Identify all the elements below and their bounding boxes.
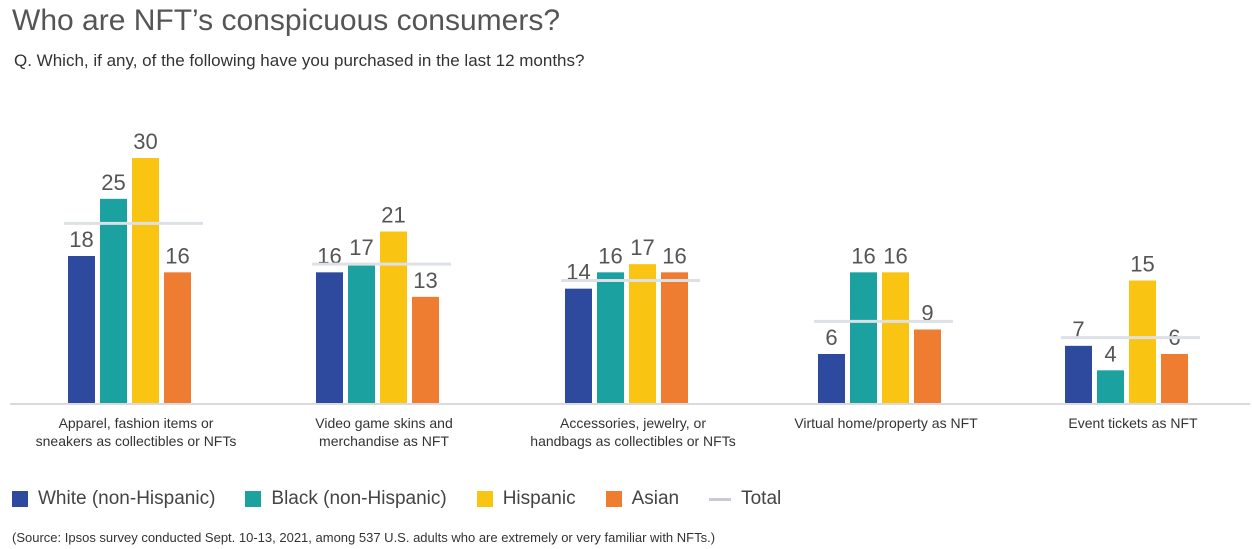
bar-2-1 xyxy=(380,231,407,403)
bar-1-0 xyxy=(100,198,127,403)
bar-1-2 xyxy=(597,272,624,403)
data-label: 4 xyxy=(1104,341,1116,366)
legend-label: Asian xyxy=(631,488,680,509)
legend-line xyxy=(709,497,732,501)
bar-0-0 xyxy=(68,256,95,403)
data-label: 9 xyxy=(921,301,933,326)
chart-subtitle: Q. Which, if any, of the following have … xyxy=(14,51,585,70)
data-label: 16 xyxy=(851,243,875,268)
data-label: 6 xyxy=(825,325,837,350)
data-label: 17 xyxy=(349,235,373,260)
category-label: Event tickets as NFT xyxy=(1068,415,1198,431)
bar-3-0 xyxy=(164,272,191,403)
category-label: merchandise as NFT xyxy=(319,433,449,449)
bar-0-4 xyxy=(1065,345,1092,403)
bar-0-2 xyxy=(565,288,592,403)
data-label: 21 xyxy=(381,203,405,228)
bar-3-1 xyxy=(412,296,439,403)
data-label: 17 xyxy=(630,235,654,260)
legend-swatch xyxy=(605,491,622,507)
legend-label: Black (non-Hispanic) xyxy=(271,488,447,509)
data-label: 30 xyxy=(133,129,157,154)
bar-1-4 xyxy=(1097,370,1124,403)
legend: White (non-Hispanic) Black (non-Hispanic… xyxy=(12,488,781,510)
chart-title: Who are NFT’s conspicuous consumers? xyxy=(12,4,560,37)
bar-2-4 xyxy=(1129,280,1156,403)
bar-3-3 xyxy=(914,329,941,403)
bar-2-0 xyxy=(132,158,159,403)
category-label: Apparel, fashion items or xyxy=(59,415,214,431)
data-label: 16 xyxy=(883,243,907,268)
data-label: 16 xyxy=(662,243,686,268)
bar-2-3 xyxy=(882,272,909,403)
legend-label: Total xyxy=(741,488,782,509)
bar-1-1 xyxy=(348,264,375,403)
category-label: Accessories, jewelry, or xyxy=(560,415,706,431)
data-label: 25 xyxy=(101,170,125,195)
legend-swatch xyxy=(476,491,493,507)
data-label: 18 xyxy=(69,227,93,252)
legend-label: White (non-Hispanic) xyxy=(38,488,216,509)
legend-item-asian: Asian xyxy=(605,488,680,510)
category-label: sneakers as collectibles or NFTs xyxy=(36,433,237,449)
data-label: 15 xyxy=(1130,252,1154,277)
bar-0-1 xyxy=(316,272,343,403)
bar-2-2 xyxy=(629,264,656,403)
category-label: Video game skins and xyxy=(315,415,453,431)
data-label: 7 xyxy=(1072,317,1084,342)
legend-item-white: White (non-Hispanic) xyxy=(12,488,215,510)
legend-swatch xyxy=(245,491,262,507)
category-label: handbags as collectibles or NFTs xyxy=(530,433,735,449)
legend-swatch xyxy=(12,491,28,507)
bar-3-4 xyxy=(1161,354,1188,403)
data-label: 16 xyxy=(165,243,189,268)
legend-label: Hispanic xyxy=(502,488,576,509)
data-label: 16 xyxy=(598,243,622,268)
bar-3-2 xyxy=(661,272,688,403)
category-label: Virtual home/property as NFT xyxy=(794,415,978,431)
bar-1-3 xyxy=(850,272,877,403)
data-label: 13 xyxy=(413,268,437,293)
source-note: (Source: Ipsos survey conducted Sept. 10… xyxy=(12,530,716,545)
bar-0-3 xyxy=(818,354,845,403)
legend-item-total: Total xyxy=(709,488,781,510)
legend-item-hispanic: Hispanic xyxy=(476,488,576,510)
legend-item-black: Black (non-Hispanic) xyxy=(245,488,447,510)
